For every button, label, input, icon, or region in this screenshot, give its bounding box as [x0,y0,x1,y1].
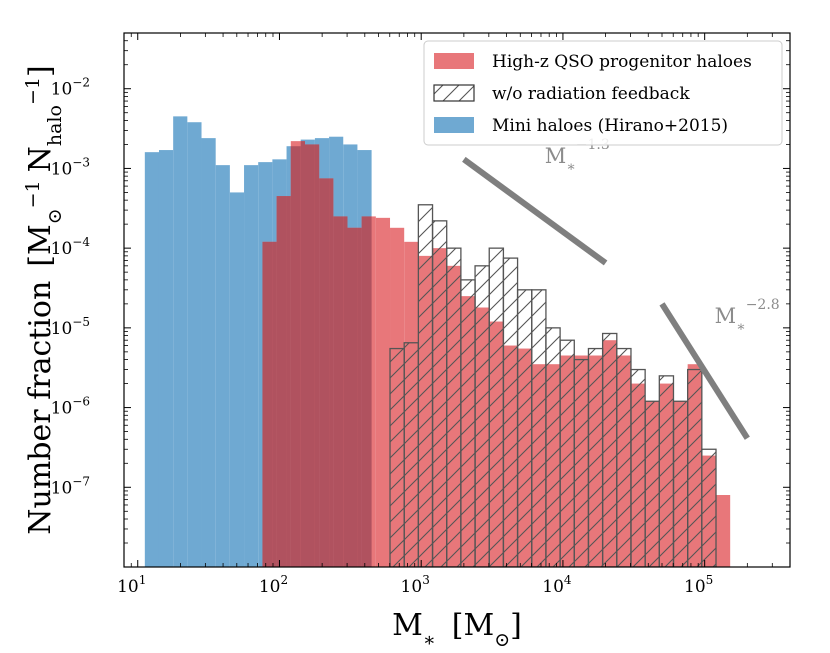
no-feedback-bar [630,368,646,567]
plot-frame [123,32,791,568]
mini-halo-bar [201,138,216,567]
mini-halo-bar [158,150,174,567]
slope-line [462,156,608,266]
overlap-bar [361,216,372,567]
mini-halo-bar [215,165,230,567]
no-feedback-bar [559,339,575,567]
no-feedback-bar [460,279,476,567]
no-feedback-bar [531,289,547,567]
no-feedback-bar [644,400,660,567]
no-feedback-bar [474,265,490,567]
overlap-bar [276,196,287,567]
no-feedback-bar [672,400,689,567]
overlap-bar [272,241,277,567]
legend-label-hatch: w/o radiation feedback [492,84,690,104]
x-tick-label: 101 [117,573,146,597]
legend-swatch-red [434,53,474,69]
no-feedback-bar [701,448,717,567]
y-tick-label: 10−2 [51,76,90,100]
mini-halo-bar [187,122,202,567]
no-feedback-bar [516,289,533,567]
no-feedback-bar [601,332,618,567]
no-feedback-bar [446,247,462,567]
overlap-bar [290,146,301,567]
legend: High-z QSO progenitor haloes w/o radiati… [423,40,783,146]
no-feedback-bar [616,347,632,567]
overlap-bars [262,141,372,567]
mini-halo-bar [229,192,245,567]
legend-label-blue: Mini haloes (Hirano+2015) [492,116,728,136]
no-feedback-bar [431,220,448,567]
x-tick-label: 104 [542,573,572,597]
x-tick-label: 103 [401,573,430,597]
no-feedback-bar [488,247,505,567]
qso-bar [375,217,391,567]
no-feedback-hatched-bars [389,204,717,567]
overlap-bar [357,227,362,567]
no-feedback-bar [403,342,420,567]
overlap-bar [262,241,273,567]
overlap-bar [347,227,358,567]
no-feedback-bar [687,368,703,567]
no-feedback-bar [573,358,590,567]
overlap-bar [314,144,320,567]
legend-swatch-hatch [433,84,475,102]
legend-box [423,40,783,146]
no-feedback-bar [545,327,561,567]
overlap-bar [333,216,344,567]
y-tick-label: 10−3 [51,155,90,179]
no-feedback-bar [587,347,604,567]
overlap-bar [329,178,334,567]
overlap-bar [286,196,291,567]
no-feedback-bar [502,257,519,567]
overlap-bar [300,141,305,567]
x-tick-label: 105 [684,573,713,597]
qso-bar [716,495,731,567]
overlap-bar [343,216,348,567]
y-tick-label: 10−4 [51,235,91,259]
slope-line [659,302,750,440]
no-feedback-bar [658,375,675,567]
mini-halo-bar [144,152,159,567]
mini-halo-bar [244,165,259,567]
mini-halo-bar [173,116,188,567]
no-feedback-bar [417,204,434,567]
overlap-bar [304,144,315,567]
legend-label-red: High-z QSO progenitor haloes [492,52,752,72]
no-feedback-bar [389,347,405,567]
slope-label: M∗−2.8 [715,297,780,335]
y-axis-title: Number fraction[M⊙−1Nhalo−1] [22,65,66,534]
x-tick-label: 102 [259,573,288,597]
legend-swatch-blue [434,117,474,133]
overlap-bar [319,178,330,567]
x-axis-title: M∗ [M⊙] [392,608,522,651]
